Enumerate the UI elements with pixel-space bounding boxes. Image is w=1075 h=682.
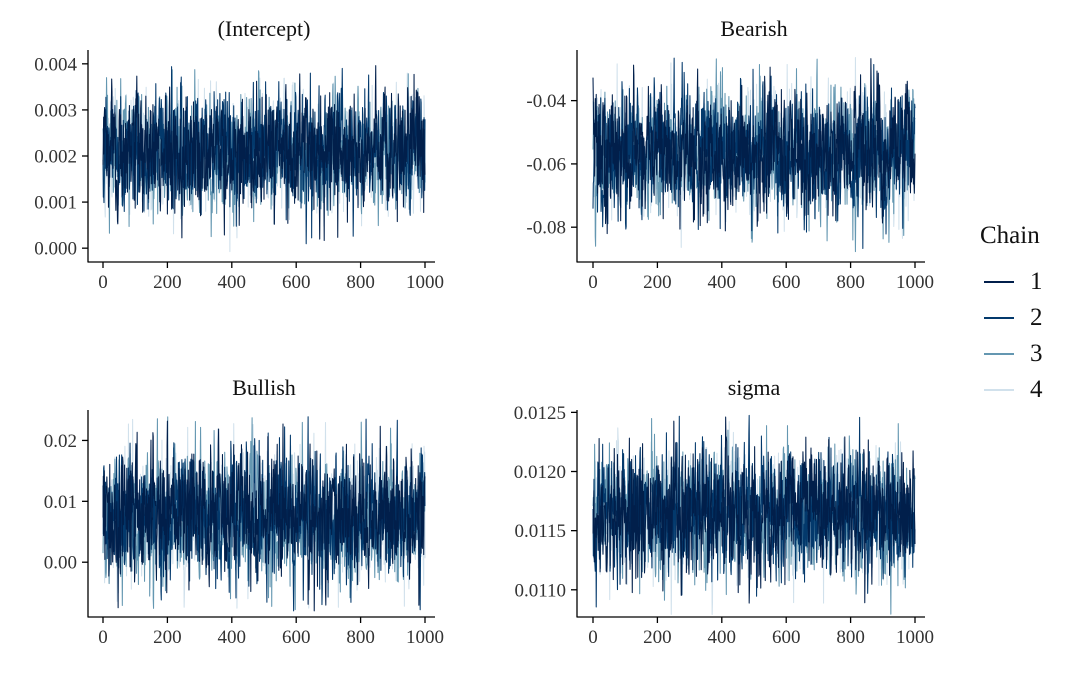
x-tick-label: 800 xyxy=(346,272,375,293)
x-tick-label: 0 xyxy=(98,627,108,648)
x-tick-label: 0 xyxy=(588,627,598,648)
chain-1-trace xyxy=(592,58,916,235)
x-tick-label: 600 xyxy=(282,627,311,648)
y-tick-label: 0.002 xyxy=(34,147,77,168)
legend-label: 1 xyxy=(1030,268,1043,295)
y-tick-label: 0.0120 xyxy=(514,462,566,483)
y-tick-label: 0.02 xyxy=(44,431,77,452)
panel-title: (Intercept) xyxy=(218,16,311,41)
legend-key-line xyxy=(984,389,1014,391)
legend-title: Chain xyxy=(980,222,1040,249)
panel-title: sigma xyxy=(728,375,781,400)
x-tick-label: 400 xyxy=(218,272,247,293)
y-tick-label: -0.04 xyxy=(526,91,566,112)
x-tick-label: 600 xyxy=(772,272,801,293)
legend-key-line xyxy=(984,317,1014,319)
x-tick-label: 800 xyxy=(836,272,865,293)
y-tick-label: 0.004 xyxy=(34,54,77,75)
legend-label: 4 xyxy=(1030,376,1043,403)
x-tick-label: 200 xyxy=(153,272,182,293)
y-tick-label: -0.06 xyxy=(526,154,566,175)
x-tick-label: 400 xyxy=(708,272,737,293)
panel-title: Bearish xyxy=(720,16,787,41)
y-tick-label: 0.000 xyxy=(34,239,77,260)
y-tick-label: 0.003 xyxy=(34,100,77,121)
x-tick-label: 0 xyxy=(98,272,108,293)
x-tick-label: 600 xyxy=(772,627,801,648)
chain-1-trace xyxy=(102,65,426,242)
x-tick-label: 0 xyxy=(588,272,598,293)
chain-1-trace xyxy=(592,416,916,604)
panel-title: Bullish xyxy=(232,375,296,400)
y-tick-label: 0.0110 xyxy=(514,580,566,601)
trace-panel: sigma 0.0110 0.0115 0.0120 0.0125 0 200 400 600 8… xyxy=(514,375,934,648)
trace-panel: Bearish -0.08 -0.06 -0.04 0 200 400 600 800 1000 xyxy=(526,16,934,293)
legend-key-line xyxy=(984,281,1014,283)
x-tick-label: 600 xyxy=(282,272,311,293)
y-tick-label: 0.001 xyxy=(34,193,77,214)
x-tick-label: 1000 xyxy=(406,627,444,648)
x-tick-label: 400 xyxy=(218,627,247,648)
legend: Chain 1 2 3 4 xyxy=(980,222,1075,408)
x-tick-label: 400 xyxy=(708,627,737,648)
trace-panel: Bullish 0.00 0.01 0.02 0 200 400 600 800 1000 xyxy=(44,375,444,648)
y-tick-label: -0.08 xyxy=(526,218,566,239)
y-tick-label: 0.0115 xyxy=(514,521,566,542)
x-tick-label: 200 xyxy=(643,627,672,648)
legend-label: 3 xyxy=(1030,340,1043,367)
y-tick-label: 0.01 xyxy=(44,492,77,513)
x-tick-label: 200 xyxy=(643,272,672,293)
legend-item-chain-1: 1 xyxy=(980,264,1075,300)
x-tick-label: 1000 xyxy=(896,272,934,293)
x-tick-label: 1000 xyxy=(896,627,934,648)
legend-key-line xyxy=(984,353,1014,355)
trace-panel: (Intercept) 0.000 0.001 0.002 0.003 0.004 0 200… xyxy=(34,16,444,293)
legend-item-chain-3: 3 xyxy=(980,336,1075,372)
x-tick-label: 1000 xyxy=(406,272,444,293)
y-tick-label: 0.00 xyxy=(44,553,77,574)
legend-label: 2 xyxy=(1030,304,1043,331)
y-tick-label: 0.0125 xyxy=(514,403,566,424)
chain-1-trace xyxy=(102,420,426,612)
legend-item-chain-4: 4 xyxy=(980,372,1075,408)
x-tick-label: 800 xyxy=(346,627,375,648)
legend-item-chain-2: 2 xyxy=(980,300,1075,336)
x-tick-label: 200 xyxy=(153,627,182,648)
x-tick-label: 800 xyxy=(836,627,865,648)
